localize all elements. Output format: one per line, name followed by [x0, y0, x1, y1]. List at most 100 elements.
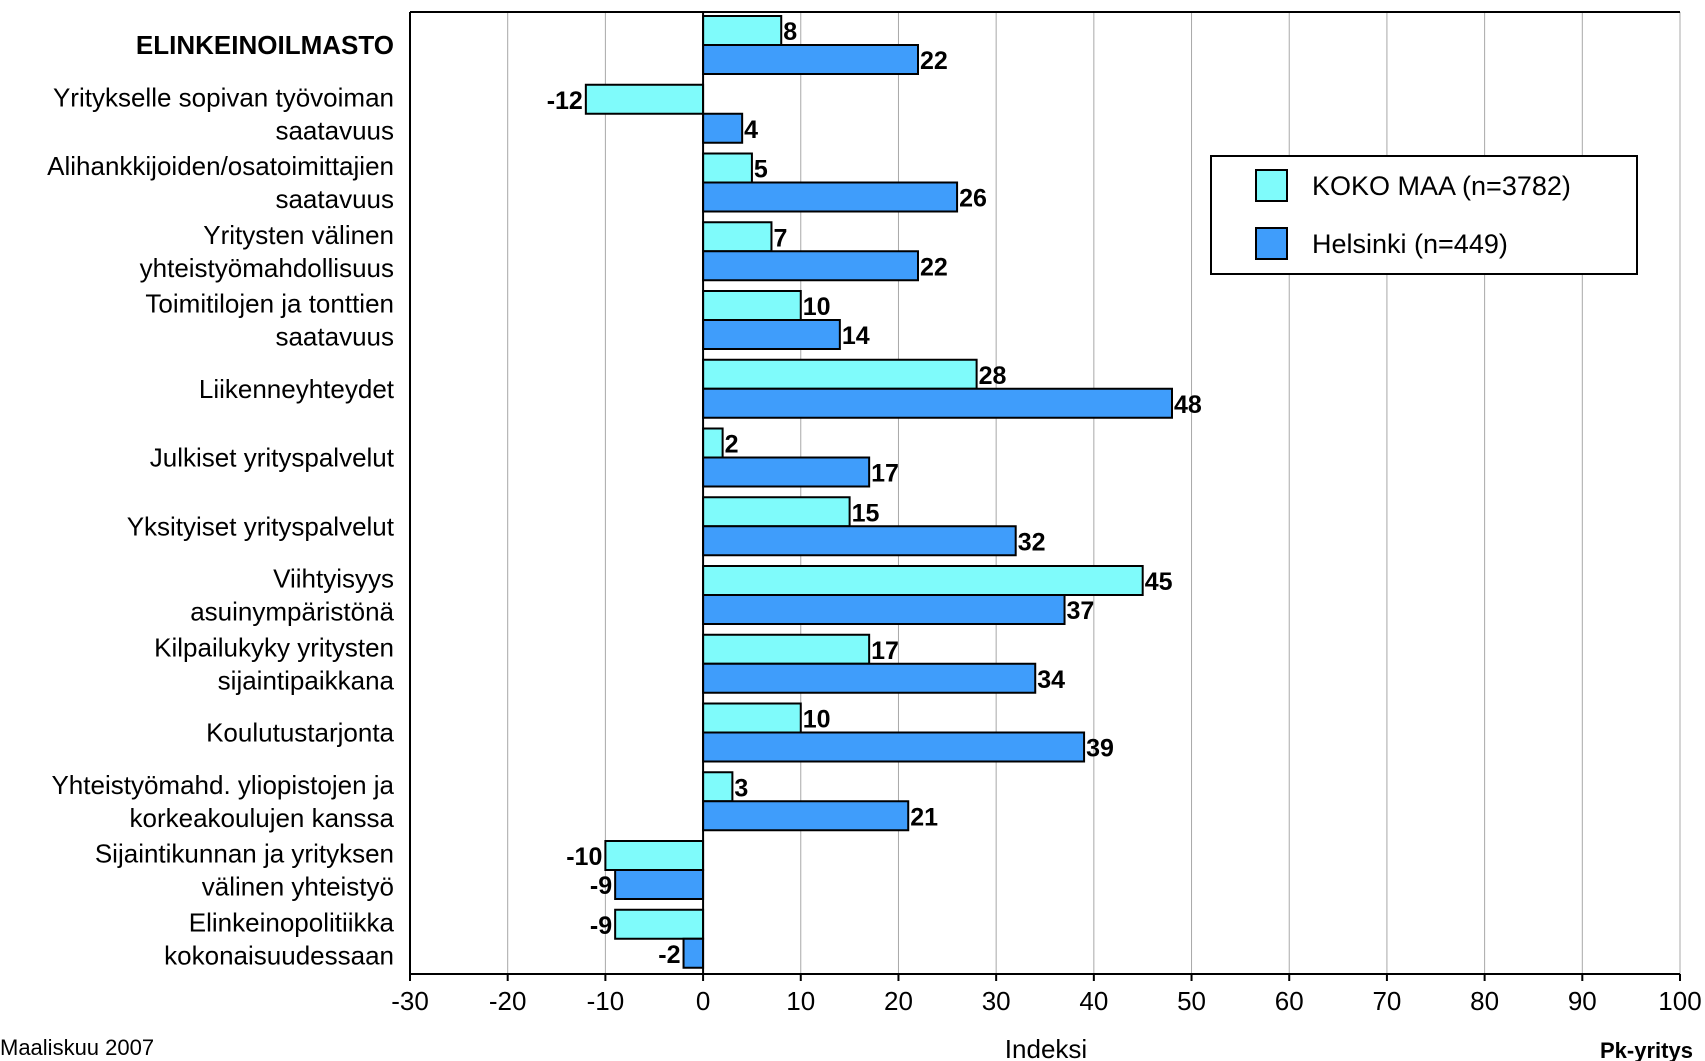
bar-series-0-cat-8 [702, 565, 1144, 596]
bar-series-1-cat-4 [702, 319, 841, 350]
value-label-series-0-cat-2: 5 [754, 156, 768, 184]
bar-series-1-cat-11 [702, 800, 910, 832]
bars [584, 15, 1173, 969]
category-label-8-line-0: Viihtyisyys [273, 564, 394, 594]
data-labels: 8-125710282154517103-10-9224262214481732… [547, 18, 1202, 969]
category-label-10-line-0: Koulutustarjonta [206, 718, 394, 748]
category-label-4-line-0: Toimitilojen ja tonttien [145, 289, 394, 319]
category-label-12-line-0: Sijaintikunnan ja yrityksen [95, 839, 394, 869]
value-label-series-1-cat-6: 17 [871, 460, 899, 488]
category-label-0-line-0: ELINKEINOILMASTO [136, 30, 394, 60]
category-label-1-line-1: saatavuus [275, 115, 394, 145]
bar-series-0-cat-10 [702, 702, 802, 734]
x-tick-label-5: 20 [884, 986, 913, 1016]
x-tick-label-3: 0 [696, 986, 710, 1016]
footer-source: Pk-yritys [1600, 1038, 1693, 1061]
value-label-series-0-cat-4: 10 [803, 293, 831, 321]
legend-label-series-1: Helsinki (n=449) [1312, 229, 1508, 259]
value-label-series-1-cat-10: 39 [1086, 735, 1114, 763]
x-tick-label-2: -10 [587, 986, 625, 1016]
legend: KOKO MAA (n=3782) Helsinki (n=449) [1210, 155, 1638, 275]
bar-series-1-cat-7 [702, 525, 1017, 557]
value-label-series-1-cat-0: 22 [920, 47, 948, 75]
category-label-6-line-0: Julkiset yrityspalvelut [150, 443, 395, 473]
value-label-series-0-cat-8: 45 [1145, 568, 1173, 596]
category-label-13-line-1: kokonaisuudessaan [164, 940, 394, 970]
value-label-series-0-cat-9: 17 [871, 637, 899, 665]
value-label-series-1-cat-12: -9 [590, 872, 612, 900]
x-tick-label-10: 70 [1372, 986, 1401, 1016]
bar-series-0-cat-13 [614, 908, 705, 940]
value-label-series-1-cat-11: 21 [910, 803, 938, 831]
bar-series-1-cat-0 [702, 44, 919, 75]
bar-series-1-cat-1 [702, 112, 744, 144]
x-tick-label-7: 40 [1079, 986, 1108, 1016]
x-tick-label-13: 100 [1658, 986, 1701, 1016]
bar-series-0-cat-2 [702, 152, 753, 184]
bar-series-1-cat-10 [702, 731, 1086, 763]
x-tick-label-4: 10 [786, 986, 815, 1016]
value-label-series-1-cat-13: -2 [658, 941, 680, 969]
value-label-series-0-cat-11: 3 [734, 774, 748, 802]
x-tick-label-8: 50 [1177, 986, 1206, 1016]
category-label-2-line-1: saatavuus [275, 184, 394, 214]
value-label-series-0-cat-12: -10 [566, 843, 602, 871]
x-tick-label-6: 30 [982, 986, 1011, 1016]
value-label-series-1-cat-8: 37 [1067, 597, 1095, 625]
value-label-series-0-cat-6: 2 [725, 431, 739, 459]
value-label-series-0-cat-3: 7 [773, 224, 787, 252]
category-label-13-line-0: Elinkeinopolitiikka [189, 907, 395, 937]
x-tick-label-12: 90 [1568, 986, 1597, 1016]
value-label-series-0-cat-5: 28 [979, 362, 1007, 390]
bar-series-0-cat-0 [702, 15, 783, 46]
bar-series-1-cat-8 [702, 594, 1066, 625]
bar-series-0-cat-6 [702, 427, 724, 459]
axes [409, 11, 1681, 981]
category-label-9-line-0: Kilpailukyky yritysten [154, 632, 394, 662]
category-label-11-line-1: korkeakoulujen kanssa [130, 803, 395, 833]
bar-series-1-cat-9 [702, 662, 1037, 694]
legend-swatch-series-1 [1255, 227, 1288, 260]
category-label-11-line-0: Yhteistyömahd. yliopistojen ja [51, 770, 394, 800]
category-label-12-line-1: välinen yhteistyö [202, 872, 394, 902]
value-label-series-1-cat-4: 14 [842, 322, 870, 350]
value-label-series-0-cat-1: -12 [547, 87, 583, 115]
bar-series-0-cat-1 [584, 83, 705, 115]
bar-series-0-cat-7 [702, 496, 851, 528]
value-label-series-1-cat-5: 48 [1174, 391, 1202, 419]
category-label-8-line-1: asuinympäristönä [190, 597, 394, 627]
category-label-4-line-1: saatavuus [275, 322, 394, 352]
bar-series-1-cat-6 [702, 456, 871, 488]
x-tick-label-9: 60 [1275, 986, 1304, 1016]
bar-series-0-cat-5 [702, 358, 978, 390]
x-tick-label-1: -20 [489, 986, 527, 1016]
value-label-series-1-cat-9: 34 [1037, 666, 1065, 694]
category-label-3-line-1: yhteistyömahdollisuus [140, 253, 394, 283]
x-tick-label-0: -30 [391, 986, 429, 1016]
bar-series-0-cat-12 [604, 840, 705, 871]
x-axis-label: Indeksi [1005, 1034, 1087, 1061]
x-tick-label-11: 80 [1470, 986, 1499, 1016]
value-label-series-1-cat-3: 22 [920, 253, 948, 281]
bar-series-0-cat-11 [702, 771, 734, 803]
category-label-1-line-0: Yritykselle sopivan työvoiman [53, 82, 394, 112]
value-label-series-1-cat-7: 32 [1018, 528, 1046, 556]
bar-series-0-cat-4 [702, 290, 802, 321]
value-label-series-1-cat-2: 26 [959, 185, 987, 213]
value-label-series-0-cat-7: 15 [852, 499, 880, 527]
category-label-9-line-1: sijaintipaikkana [218, 665, 395, 695]
bar-series-1-cat-12 [614, 869, 705, 900]
legend-label-series-0: KOKO MAA (n=3782) [1312, 171, 1571, 201]
category-label-7-line-0: Yksityiset yrityspalvelut [127, 511, 395, 541]
category-label-5-line-0: Liikenneyhteydet [199, 374, 395, 404]
value-label-series-0-cat-13: -9 [590, 912, 612, 940]
category-label-3-line-0: Yritysten välinen [203, 220, 394, 250]
bar-series-1-cat-3 [702, 250, 919, 282]
x-tick-labels: -30 -20 -10 0 10 20 30 40 50 60 70 80 90 100 [391, 986, 1701, 1016]
bar-series-0-cat-9 [702, 633, 871, 665]
bar-series-1-cat-5 [702, 387, 1173, 419]
legend-swatch-series-0 [1255, 169, 1288, 202]
bar-series-1-cat-2 [702, 181, 959, 213]
category-label-2-line-0: Alihankkijoiden/osatoimittajien [47, 151, 394, 181]
